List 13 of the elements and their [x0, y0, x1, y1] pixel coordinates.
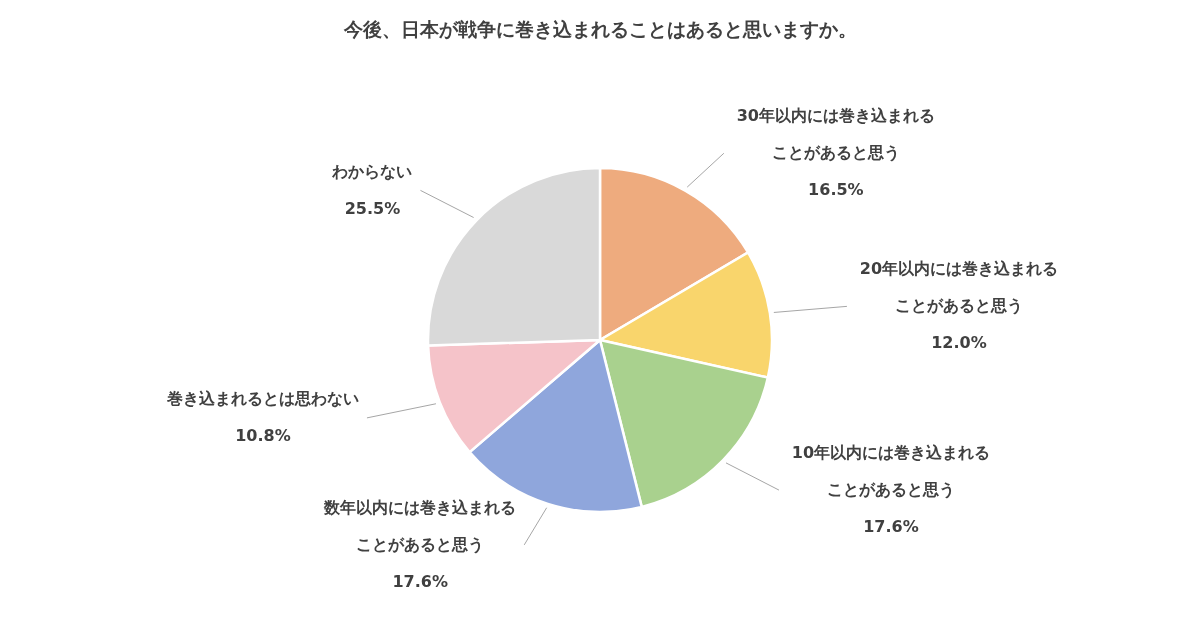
- slice-label: 30年以内には巻き込まれることがあると思う: [736, 106, 935, 163]
- data-label: 16.5%: [808, 180, 864, 200]
- data-label: 17.6%: [863, 517, 919, 537]
- slice-label: 20年以内には巻き込まれることがあると思う: [859, 259, 1059, 316]
- data-label: 10.8%: [235, 426, 291, 446]
- slice-label: 数年以内には巻き込まれることがあると思う: [323, 497, 517, 554]
- slice-label: 10年以内には巻き込まれることがあると思う: [791, 443, 991, 500]
- chart-title: 今後、日本が戦争に巻き込まれることはあると思いますか。: [342, 18, 857, 40]
- data-label: 17.6%: [392, 571, 448, 591]
- slice-label: 巻き込まれるとは思わない: [165, 389, 359, 409]
- data-label: 12.0%: [931, 333, 987, 353]
- data-label: 25.5%: [344, 198, 401, 218]
- slice-label: わからない: [331, 161, 413, 181]
